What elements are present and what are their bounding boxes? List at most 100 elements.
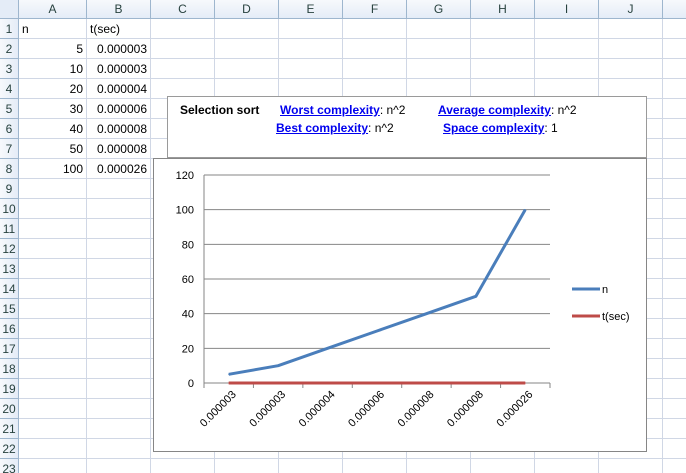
empty-cell[interactable] — [87, 239, 151, 259]
empty-cell[interactable] — [663, 59, 686, 79]
empty-cell[interactable] — [87, 319, 151, 339]
empty-cell[interactable] — [407, 39, 471, 59]
row-header-23[interactable]: 23 — [0, 459, 19, 473]
select-all-corner[interactable] — [0, 0, 19, 19]
empty-cell[interactable] — [279, 59, 343, 79]
empty-cell[interactable] — [19, 299, 87, 319]
row-header-22[interactable]: 22 — [0, 439, 19, 459]
line-chart[interactable]: 0 20 40 60 80 100 120 0.000003 0.000003 0.000004 0… — [153, 158, 647, 452]
empty-cell[interactable] — [663, 399, 686, 419]
cell-b5[interactable]: 0.000006 — [87, 99, 151, 119]
empty-cell[interactable] — [599, 39, 663, 59]
column-header-b[interactable]: B — [87, 0, 151, 19]
empty-cell[interactable] — [151, 59, 215, 79]
empty-cell[interactable] — [343, 59, 407, 79]
empty-cell[interactable] — [19, 399, 87, 419]
empty-cell[interactable] — [279, 39, 343, 59]
column-header-d[interactable]: D — [215, 0, 279, 19]
column-header-k[interactable] — [663, 0, 686, 19]
empty-cell[interactable] — [87, 219, 151, 239]
empty-cell[interactable] — [215, 59, 279, 79]
cell-b4[interactable]: 0.000004 — [87, 79, 151, 99]
empty-cell[interactable] — [663, 119, 686, 139]
row-header-7[interactable]: 7 — [0, 139, 19, 159]
cell-a8[interactable]: 100 — [19, 159, 87, 179]
empty-cell[interactable] — [407, 459, 471, 473]
empty-cell[interactable] — [19, 259, 87, 279]
empty-cell[interactable] — [87, 299, 151, 319]
empty-cell[interactable] — [535, 19, 599, 39]
cell-a4[interactable]: 20 — [19, 79, 87, 99]
empty-cell[interactable] — [663, 259, 686, 279]
empty-cell[interactable] — [215, 19, 279, 39]
space-complexity-link[interactable]: Space complexity — [443, 121, 545, 135]
empty-cell[interactable] — [407, 59, 471, 79]
empty-cell[interactable] — [471, 59, 535, 79]
empty-cell[interactable] — [87, 279, 151, 299]
empty-cell[interactable] — [87, 359, 151, 379]
empty-cell[interactable] — [87, 179, 151, 199]
empty-cell[interactable] — [535, 39, 599, 59]
empty-cell[interactable] — [87, 199, 151, 219]
empty-cell[interactable] — [471, 39, 535, 59]
empty-cell[interactable] — [87, 259, 151, 279]
column-header-a[interactable]: A — [19, 0, 87, 19]
column-header-j[interactable]: J — [599, 0, 663, 19]
empty-cell[interactable] — [663, 199, 686, 219]
column-header-i[interactable]: I — [535, 0, 599, 19]
row-header-11[interactable]: 11 — [0, 219, 19, 239]
empty-cell[interactable] — [19, 219, 87, 239]
row-header-20[interactable]: 20 — [0, 399, 19, 419]
row-header-4[interactable]: 4 — [0, 79, 19, 99]
empty-cell[interactable] — [19, 319, 87, 339]
row-header-19[interactable]: 19 — [0, 379, 19, 399]
empty-cell[interactable] — [663, 139, 686, 159]
empty-cell[interactable] — [535, 59, 599, 79]
empty-cell[interactable] — [663, 79, 686, 99]
row-header-6[interactable]: 6 — [0, 119, 19, 139]
empty-cell[interactable] — [343, 459, 407, 473]
empty-cell[interactable] — [19, 179, 87, 199]
row-header-10[interactable]: 10 — [0, 199, 19, 219]
empty-cell[interactable] — [535, 459, 599, 473]
info-textbox[interactable]: Selection sort Worst complexity: n^2 Ave… — [167, 96, 647, 158]
empty-cell[interactable] — [151, 39, 215, 59]
empty-cell[interactable] — [663, 379, 686, 399]
empty-cell[interactable] — [279, 459, 343, 473]
row-header-21[interactable]: 21 — [0, 419, 19, 439]
row-header-17[interactable]: 17 — [0, 339, 19, 359]
empty-cell[interactable] — [663, 299, 686, 319]
cell-b1[interactable]: t(sec) — [87, 19, 151, 39]
empty-cell[interactable] — [19, 379, 87, 399]
row-header-13[interactable]: 13 — [0, 259, 19, 279]
empty-cell[interactable] — [19, 439, 87, 459]
empty-cell[interactable] — [87, 439, 151, 459]
empty-cell[interactable] — [663, 19, 686, 39]
best-complexity-link[interactable]: Best complexity — [276, 121, 369, 135]
empty-cell[interactable] — [87, 459, 151, 473]
empty-cell[interactable] — [19, 279, 87, 299]
row-header-9[interactable]: 9 — [0, 179, 19, 199]
empty-cell[interactable] — [343, 39, 407, 59]
empty-cell[interactable] — [663, 99, 686, 119]
empty-cell[interactable] — [471, 19, 535, 39]
empty-cell[interactable] — [151, 19, 215, 39]
empty-cell[interactable] — [215, 39, 279, 59]
empty-cell[interactable] — [87, 399, 151, 419]
column-header-f[interactable]: F — [343, 0, 407, 19]
cell-b6[interactable]: 0.000008 — [87, 119, 151, 139]
empty-cell[interactable] — [663, 39, 686, 59]
row-header-5[interactable]: 5 — [0, 99, 19, 119]
cell-a3[interactable]: 10 — [19, 59, 87, 79]
row-header-8[interactable]: 8 — [0, 159, 19, 179]
row-header-14[interactable]: 14 — [0, 279, 19, 299]
empty-cell[interactable] — [19, 199, 87, 219]
cell-a1[interactable]: n — [19, 19, 87, 39]
column-header-h[interactable]: H — [471, 0, 535, 19]
row-header-18[interactable]: 18 — [0, 359, 19, 379]
empty-cell[interactable] — [215, 459, 279, 473]
row-header-15[interactable]: 15 — [0, 299, 19, 319]
cell-a2[interactable]: 5 — [19, 39, 87, 59]
empty-cell[interactable] — [19, 239, 87, 259]
empty-cell[interactable] — [663, 159, 686, 179]
